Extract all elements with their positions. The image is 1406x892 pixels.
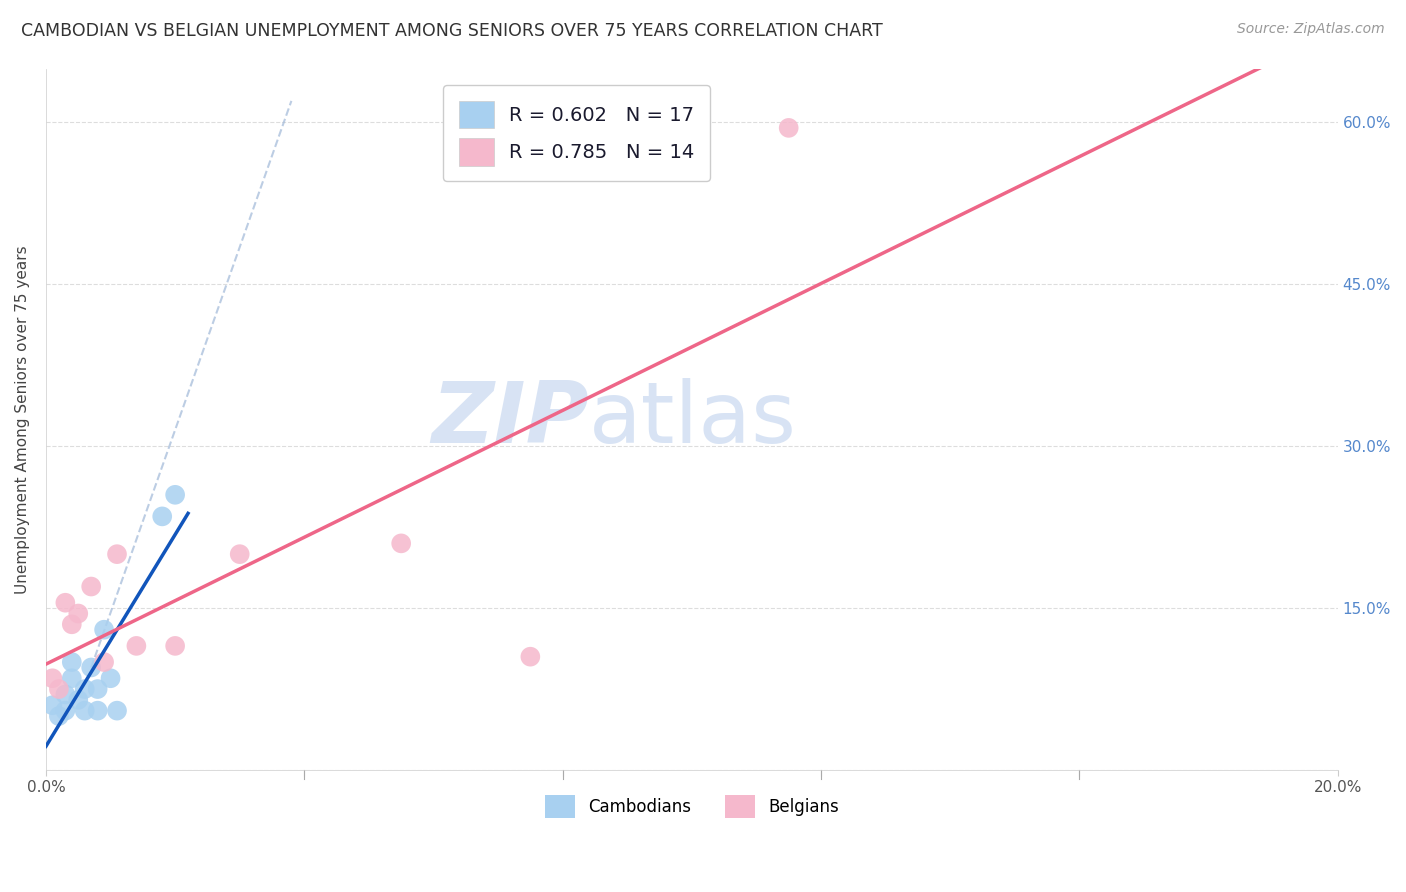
Point	[165, 639, 187, 653]
Point	[125, 639, 148, 653]
Point	[53, 596, 76, 610]
Legend: Cambodians, Belgians: Cambodians, Belgians	[538, 788, 845, 825]
Text: atlas: atlas	[589, 377, 796, 461]
Point	[60, 655, 83, 669]
Point	[150, 509, 173, 524]
Text: ZIP: ZIP	[430, 377, 589, 461]
Point	[389, 536, 412, 550]
Point	[48, 681, 70, 696]
Text: Source: ZipAtlas.com: Source: ZipAtlas.com	[1237, 22, 1385, 37]
Point	[80, 660, 103, 674]
Y-axis label: Unemployment Among Seniors over 75 years: Unemployment Among Seniors over 75 years	[15, 245, 30, 593]
Point	[60, 617, 83, 632]
Point	[41, 698, 63, 713]
Point	[73, 681, 96, 696]
Point	[93, 655, 115, 669]
Point	[519, 649, 541, 664]
Point	[60, 671, 83, 685]
Point	[228, 547, 250, 561]
Text: CAMBODIAN VS BELGIAN UNEMPLOYMENT AMONG SENIORS OVER 75 YEARS CORRELATION CHART: CAMBODIAN VS BELGIAN UNEMPLOYMENT AMONG …	[21, 22, 883, 40]
Point	[67, 693, 90, 707]
Point	[41, 671, 63, 685]
Point	[100, 671, 122, 685]
Point	[93, 623, 115, 637]
Point	[86, 704, 108, 718]
Point	[105, 704, 128, 718]
Point	[80, 580, 103, 594]
Point	[73, 704, 96, 718]
Point	[53, 688, 76, 702]
Point	[48, 709, 70, 723]
Point	[105, 547, 128, 561]
Point	[778, 120, 800, 135]
Point	[67, 607, 90, 621]
Point	[86, 681, 108, 696]
Point	[165, 488, 187, 502]
Point	[53, 704, 76, 718]
